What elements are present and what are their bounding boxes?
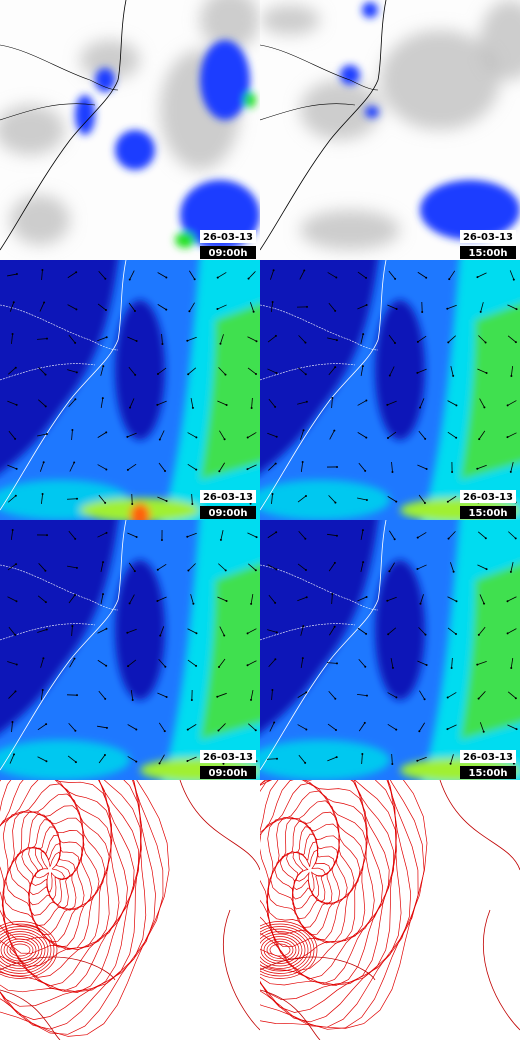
time-label: 15:00h bbox=[469, 768, 508, 779]
date-box bbox=[460, 490, 516, 503]
date-box bbox=[200, 750, 256, 763]
border bbox=[0, 564, 119, 641]
time-label: 09:00h bbox=[209, 508, 248, 519]
date-label: 26-03-13 bbox=[203, 232, 253, 243]
map-background bbox=[0, 780, 260, 1040]
coastline bbox=[260, 520, 387, 771]
map-panel: 26-03-13 15:00h bbox=[260, 260, 520, 520]
map-panel bbox=[0, 780, 260, 1040]
field bbox=[0, 520, 260, 780]
date-label: 26-03-13 bbox=[203, 492, 253, 503]
map-panel bbox=[260, 780, 520, 1040]
map-panel: 26-03-13 09:00h bbox=[0, 520, 260, 780]
field bbox=[0, 260, 260, 520]
date-label: 26-03-13 bbox=[463, 492, 513, 503]
border bbox=[260, 44, 379, 121]
border bbox=[0, 44, 119, 121]
cloud-cover bbox=[260, 0, 520, 250]
border bbox=[260, 304, 379, 381]
coastline bbox=[260, 780, 520, 1040]
date-label: 26-03-13 bbox=[203, 752, 253, 763]
wind-arrows bbox=[266, 529, 518, 765]
time-label: 09:00h bbox=[209, 248, 248, 259]
map-panel: 26-03-13 15:00h bbox=[260, 0, 520, 260]
border bbox=[260, 564, 379, 641]
border bbox=[0, 304, 119, 381]
time-box bbox=[460, 246, 516, 259]
date-label: 26-03-13 bbox=[463, 232, 513, 243]
coastline bbox=[260, 0, 387, 251]
coastline bbox=[0, 0, 127, 251]
coastline bbox=[0, 780, 260, 1040]
map-panel: 26-03-13 15:00h bbox=[260, 520, 520, 780]
field bbox=[260, 520, 520, 780]
time-box bbox=[200, 766, 256, 779]
contours bbox=[0, 780, 170, 1037]
map-panel: 26-03-13 09:00h bbox=[0, 260, 260, 520]
date-box bbox=[460, 750, 516, 763]
time-label: 15:00h bbox=[469, 508, 508, 519]
date-box bbox=[460, 230, 516, 243]
wind-arrows bbox=[7, 529, 258, 765]
date-box bbox=[200, 490, 256, 503]
time-box bbox=[200, 246, 256, 259]
time-box bbox=[460, 506, 516, 519]
coastline bbox=[260, 260, 387, 511]
precipitation bbox=[340, 2, 520, 240]
date-box bbox=[200, 230, 256, 243]
coastline bbox=[260, 956, 376, 981]
time-box bbox=[460, 766, 516, 779]
time-label: 15:00h bbox=[469, 248, 508, 259]
time-box bbox=[200, 506, 256, 519]
date-label: 26-03-13 bbox=[463, 752, 513, 763]
coastline bbox=[0, 260, 127, 511]
coastline bbox=[0, 956, 116, 981]
map-panel: 26-03-13 09:00h bbox=[0, 0, 260, 260]
wind-arrows bbox=[267, 269, 518, 505]
time-label: 09:00h bbox=[209, 768, 248, 779]
contours bbox=[260, 780, 428, 1030]
wind-arrows bbox=[7, 269, 258, 505]
coastline bbox=[0, 520, 127, 771]
